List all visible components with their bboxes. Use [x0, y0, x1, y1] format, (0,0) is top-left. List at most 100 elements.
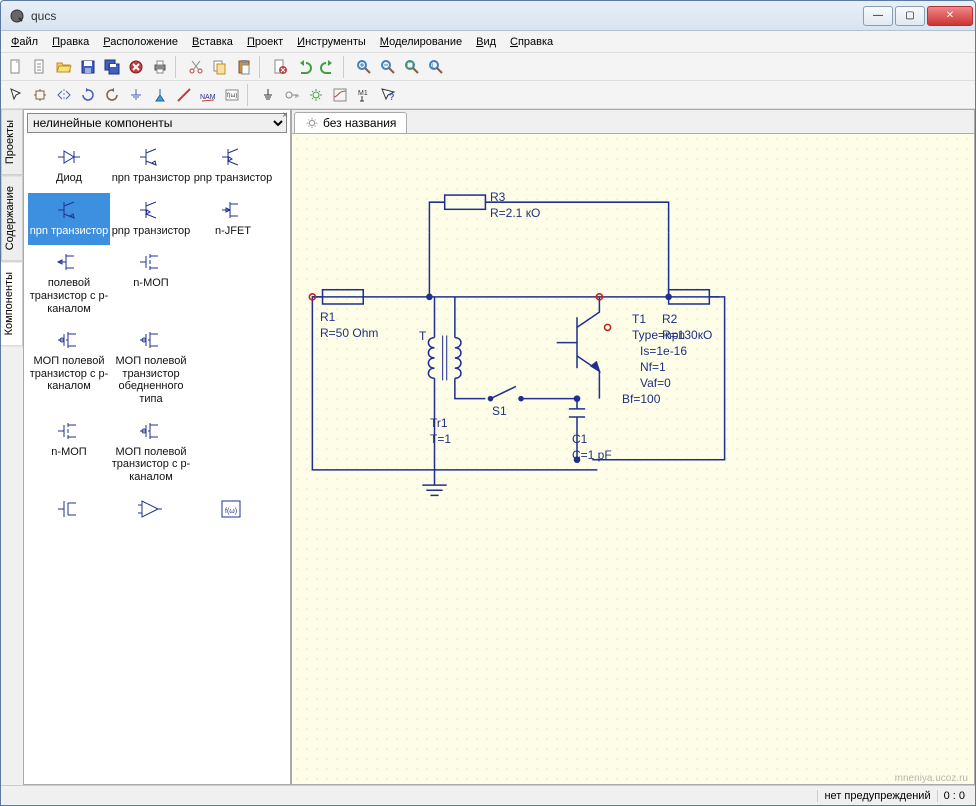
- sidetab-0[interactable]: Проекты: [1, 109, 23, 175]
- component-list: Диодnpn транзисторpnp транзисторnpn тран…: [24, 136, 290, 784]
- app-icon: [9, 8, 25, 24]
- key-icon[interactable]: [281, 84, 303, 106]
- undo-icon[interactable]: [293, 56, 315, 78]
- save-all-icon[interactable]: [101, 56, 123, 78]
- toolbar-1: 1: [1, 53, 975, 81]
- wire-icon[interactable]: [173, 84, 195, 106]
- delete-icon[interactable]: [269, 56, 291, 78]
- component-item-12[interactable]: n-МОП: [28, 414, 110, 492]
- t1-p3: Vaf=0: [640, 376, 671, 390]
- component-item-17[interactable]: f(ω): [192, 492, 274, 532]
- main-body: ПроектыСодержаниеКомпоненты × нелинейные…: [1, 109, 975, 785]
- print-icon[interactable]: [149, 56, 171, 78]
- app-window: qucs — ▢ ✕ ФайлПравкаРасположениеВставка…: [0, 0, 976, 806]
- open-icon[interactable]: [53, 56, 75, 78]
- t1-p2: Nf=1: [640, 360, 666, 374]
- sidetab-2[interactable]: Компоненты: [1, 261, 23, 346]
- component-item-11[interactable]: [192, 323, 274, 414]
- panel-close-icon[interactable]: ×: [282, 110, 288, 121]
- zoom-100-icon[interactable]: 1: [425, 56, 447, 78]
- marker-icon[interactable]: M1: [353, 84, 375, 106]
- t1-p1: Is=1e-16: [640, 344, 687, 358]
- t-label: T: [419, 329, 426, 343]
- tab-untitled[interactable]: без названия: [294, 112, 407, 133]
- component-item-7[interactable]: n-МОП: [110, 245, 192, 323]
- redo-icon[interactable]: [317, 56, 339, 78]
- window-controls: — ▢ ✕: [863, 6, 973, 26]
- zoom-out-icon[interactable]: [377, 56, 399, 78]
- flip-icon[interactable]: [101, 84, 123, 106]
- menu-айл[interactable]: Файл: [5, 34, 44, 50]
- editor-tabs: без названия: [292, 110, 974, 134]
- component-category-select[interactable]: нелинейные компоненты: [27, 113, 287, 133]
- component-item-0[interactable]: Диод: [28, 140, 110, 193]
- close-button[interactable]: ✕: [927, 6, 973, 26]
- component-item-8[interactable]: [192, 245, 274, 323]
- help-icon[interactable]: ?: [377, 84, 399, 106]
- t1-name: T1: [632, 312, 646, 326]
- equation-icon[interactable]: f(ω): [221, 84, 243, 106]
- t1-p0: Type=npn: [632, 328, 685, 342]
- component-category-dropdown[interactable]: нелинейные компоненты: [27, 113, 287, 133]
- s1-name: S1: [492, 404, 507, 418]
- component-item-1[interactable]: npn транзистор: [110, 140, 192, 193]
- c1-value: C=1 pF: [572, 448, 612, 462]
- rotate-icon[interactable]: [77, 84, 99, 106]
- tab-label: без названия: [323, 116, 396, 130]
- svg-text:f(ω): f(ω): [227, 93, 237, 99]
- component-item-4[interactable]: pnp транзистор: [110, 193, 192, 246]
- tr1-name: Tr1: [430, 416, 448, 430]
- new-file-icon[interactable]: [5, 56, 27, 78]
- menubar: ФайлПравкаРасположениеВставкаПроектИнстр…: [1, 31, 975, 53]
- maximize-button[interactable]: ▢: [895, 6, 925, 26]
- component-item-5[interactable]: n-JFET: [192, 193, 274, 246]
- save-icon[interactable]: [77, 56, 99, 78]
- mirror-icon[interactable]: [53, 84, 75, 106]
- r3-name: R3: [490, 190, 505, 204]
- new-doc-icon[interactable]: [29, 56, 51, 78]
- zoom-fit-icon[interactable]: [401, 56, 423, 78]
- component-item-13[interactable]: МОП полевой транзистор с p-каналом: [110, 414, 192, 492]
- component-item-9[interactable]: МОП полевой транзистор с p-каналом: [28, 323, 110, 414]
- component-item-10[interactable]: МОП полевой транзистор обедненного типа: [110, 323, 192, 414]
- menu-оделирование[interactable]: Моделирование: [374, 34, 468, 50]
- sidetab-1[interactable]: Содержание: [1, 175, 23, 261]
- gear-icon[interactable]: [305, 84, 327, 106]
- chart-icon[interactable]: [329, 84, 351, 106]
- select-icon[interactable]: [5, 84, 27, 106]
- component-item-16[interactable]: [110, 492, 192, 532]
- menu-асположение[interactable]: Расположение: [97, 34, 184, 50]
- component-item-15[interactable]: [28, 492, 110, 532]
- menu-нструменты[interactable]: Инструменты: [291, 34, 372, 50]
- cut-icon[interactable]: [185, 56, 207, 78]
- editor-area: без названия: [291, 109, 975, 785]
- component-item-3[interactable]: npn транзистор: [28, 193, 110, 246]
- menu-ид[interactable]: Вид: [470, 34, 502, 50]
- menu-роект[interactable]: Проект: [241, 34, 289, 50]
- window-title: qucs: [31, 9, 863, 23]
- menu-равка[interactable]: Правка: [46, 34, 95, 50]
- canvas-wrap: R3 R=2.1 кО R1 R=50 Ohm R2 R=130кО T1 Ty…: [292, 134, 974, 784]
- copy-icon[interactable]: [209, 56, 231, 78]
- menu-ставка[interactable]: Вставка: [186, 34, 239, 50]
- component-icon[interactable]: [29, 84, 51, 106]
- paste-icon[interactable]: [233, 56, 255, 78]
- r1-value: R=50 Ohm: [320, 326, 378, 340]
- close-doc-icon[interactable]: [125, 56, 147, 78]
- ground-icon[interactable]: [125, 84, 147, 106]
- port-icon[interactable]: [149, 84, 171, 106]
- component-item-14[interactable]: [192, 414, 274, 492]
- zoom-in-icon[interactable]: [353, 56, 375, 78]
- t1-p4: Bf=100: [622, 392, 660, 406]
- ground2-icon[interactable]: [257, 84, 279, 106]
- label-icon[interactable]: NAME: [197, 84, 219, 106]
- menu-правка[interactable]: Справка: [504, 34, 559, 50]
- svg-text:M1: M1: [358, 90, 368, 97]
- component-item-6[interactable]: полевой транзистор с p-каналом: [28, 245, 110, 323]
- schematic-canvas[interactable]: R3 R=2.1 кО R1 R=50 Ohm R2 R=130кО T1 Ty…: [292, 134, 974, 784]
- minimize-button[interactable]: —: [863, 6, 893, 26]
- component-item-2[interactable]: pnp транзистор: [192, 140, 274, 193]
- r2-name: R2: [662, 312, 677, 326]
- r3-value: R=2.1 кО: [490, 206, 540, 220]
- c1-name: C1: [572, 432, 587, 446]
